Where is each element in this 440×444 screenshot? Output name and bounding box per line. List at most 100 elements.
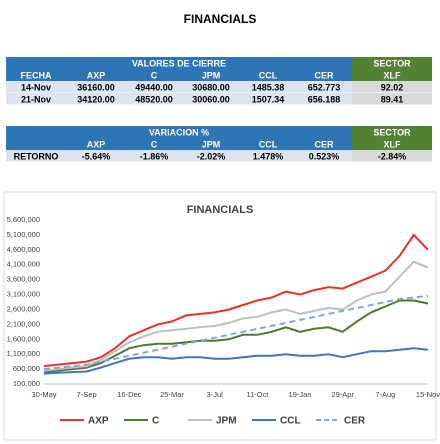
column-header: JPM bbox=[202, 139, 221, 149]
table-cell: 1.478% bbox=[253, 151, 284, 161]
x-tick-label: 3-Jul bbox=[207, 390, 224, 399]
column-header: XLF bbox=[384, 139, 402, 149]
table-cell: 36160.00 bbox=[77, 82, 115, 92]
column-header: XLF bbox=[384, 70, 402, 80]
legend-label: AXP bbox=[88, 416, 109, 427]
y-tick-label: 1,100,000 bbox=[7, 349, 40, 358]
table-cell: 652.773 bbox=[308, 82, 341, 92]
group-title: VARIACION % bbox=[149, 127, 209, 137]
x-tick-label: 16-Dec bbox=[117, 390, 141, 399]
legend-label: CER bbox=[344, 416, 366, 427]
y-tick-label: 5,100,000 bbox=[7, 230, 40, 239]
table-cell: 14-Nov bbox=[21, 82, 51, 92]
x-tick-label: 7-Aug bbox=[375, 390, 395, 399]
table-cell-cell bbox=[296, 81, 352, 93]
table-cell: 48520.00 bbox=[135, 94, 173, 104]
x-tick-label: 11-Oct bbox=[246, 390, 269, 399]
table-cell: 0.523% bbox=[309, 151, 340, 161]
column-header-cell bbox=[66, 69, 126, 81]
table-cell-cell bbox=[6, 81, 66, 93]
column-header-cell bbox=[126, 69, 182, 81]
table-cell: 92.02 bbox=[381, 82, 404, 92]
sector-header-cell bbox=[352, 126, 432, 138]
y-tick-label: 2,100,000 bbox=[7, 319, 40, 328]
sector-header: SECTOR bbox=[373, 127, 411, 137]
table-cell-cell bbox=[296, 150, 352, 162]
table-cell-cell bbox=[240, 150, 296, 162]
x-tick-label: 25-Mar bbox=[160, 390, 184, 399]
x-tick-label: 7-Sep bbox=[77, 390, 97, 399]
table-cell-cell bbox=[352, 150, 432, 162]
column-header-cell bbox=[352, 69, 432, 81]
page-title: FINANCIALS bbox=[184, 12, 257, 26]
column-header-cell bbox=[6, 69, 66, 81]
table-cell: -1.86% bbox=[140, 151, 169, 161]
column-header-cell bbox=[182, 69, 240, 81]
table-cell: 1507.34 bbox=[252, 94, 285, 104]
x-tick-label: 30-May bbox=[31, 390, 56, 399]
y-tick-label: 600,000 bbox=[13, 364, 40, 373]
table-cell-cell bbox=[6, 150, 66, 162]
column-header-cell bbox=[66, 138, 126, 150]
table-cell-cell bbox=[352, 81, 432, 93]
legend-label: JPM bbox=[216, 416, 237, 427]
y-tick-label: 3,600,000 bbox=[7, 275, 40, 284]
table-cell: 30680.00 bbox=[192, 82, 230, 92]
table-cell: -5.64% bbox=[82, 151, 111, 161]
table-cell-cell bbox=[66, 150, 126, 162]
column-header-cell bbox=[240, 138, 296, 150]
sector-header-cell bbox=[352, 57, 432, 69]
series-line bbox=[43, 260, 429, 372]
column-header: CCL bbox=[259, 139, 278, 149]
column-header-cell bbox=[296, 69, 352, 81]
table-cell-cell bbox=[352, 93, 432, 105]
column-header: C bbox=[151, 70, 158, 80]
table-cell-cell bbox=[126, 81, 182, 93]
y-tick-label: 4,600,000 bbox=[7, 245, 40, 254]
column-header-cell bbox=[352, 138, 432, 150]
y-tick-label: 5,600,000 bbox=[7, 215, 40, 224]
column-header: C bbox=[151, 139, 158, 149]
table-cell: 34120.00 bbox=[77, 94, 115, 104]
chart-title: FINANCIALS bbox=[187, 204, 254, 216]
column-header: CCL bbox=[259, 70, 278, 80]
group-header bbox=[6, 126, 352, 138]
group-title: VALORES DE CIERRE bbox=[132, 58, 226, 68]
column-header-cell bbox=[240, 69, 296, 81]
column-header-cell bbox=[126, 138, 182, 150]
table-cell: 656.188 bbox=[308, 94, 341, 104]
sector-header: SECTOR bbox=[373, 58, 411, 68]
table-cell-cell bbox=[66, 81, 126, 93]
table-cell: -2.02% bbox=[197, 151, 226, 161]
legend-label: CCL bbox=[280, 416, 301, 427]
table-cell: -2.84% bbox=[378, 151, 407, 161]
table-cell: 49440.00 bbox=[135, 82, 173, 92]
y-tick-label: 100,000 bbox=[13, 379, 40, 388]
y-tick-label: 4,100,000 bbox=[7, 260, 40, 269]
table-cell: 21-Nov bbox=[21, 94, 51, 104]
x-tick-label: 15-Nov bbox=[416, 390, 440, 399]
legend-label: C bbox=[152, 416, 159, 427]
x-tick-label: 29-Apr bbox=[331, 390, 354, 399]
series-line bbox=[43, 347, 429, 375]
series-line bbox=[43, 233, 429, 368]
column-header: CER bbox=[314, 70, 334, 80]
table-cell-cell bbox=[240, 81, 296, 93]
table-cell: 30060.00 bbox=[192, 94, 230, 104]
table-cell-cell bbox=[182, 150, 240, 162]
table-cell-cell bbox=[240, 93, 296, 105]
x-tick-label: 19-Jan bbox=[289, 390, 312, 399]
table-cell-cell bbox=[126, 150, 182, 162]
column-header-cell bbox=[296, 138, 352, 150]
table-cell: 89.41 bbox=[381, 94, 404, 104]
series-line bbox=[43, 295, 429, 371]
y-tick-label: 1,600,000 bbox=[7, 334, 40, 343]
table-cell-cell bbox=[126, 93, 182, 105]
table-cell: RETORNO bbox=[14, 151, 59, 161]
column-header: CER bbox=[314, 139, 334, 149]
column-header-cell bbox=[182, 138, 240, 150]
column-header: AXP bbox=[87, 139, 106, 149]
table-cell-cell bbox=[182, 93, 240, 105]
table-cell-cell bbox=[182, 81, 240, 93]
